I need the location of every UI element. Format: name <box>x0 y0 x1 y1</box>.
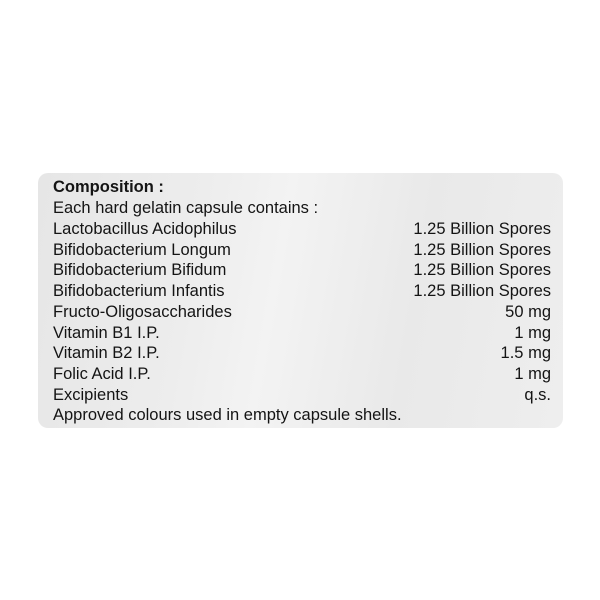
ingredient-amount: 1.25 Billion Spores <box>413 261 551 280</box>
ingredient-row: Vitamin B1 I.P. 1 mg <box>53 323 551 344</box>
ingredient-row: Excipients q.s. <box>53 385 551 406</box>
composition-footer: Approved colours used in empty capsule s… <box>53 406 402 424</box>
ingredient-row: Bifidobacterium Infantis 1.25 Billion Spo… <box>53 281 551 302</box>
ingredient-amount: 50 mg <box>505 302 551 321</box>
ingredient-row: Bifidobacterium Bifidum 1.25 Billion Spor… <box>53 260 551 281</box>
ingredient-amount: 1.5 mg <box>500 344 551 363</box>
ingredient-amount: 1.25 Billion Spores <box>413 220 551 238</box>
ingredient-amount: 1 mg <box>514 364 551 383</box>
ingredient-name: Vitamin B1 I.P. <box>53 323 160 342</box>
ingredient-amount: 1.25 Billion Spores <box>413 240 551 259</box>
ingredient-row: Folic Acid I.P. 1 mg <box>53 364 551 385</box>
composition-title: Composition : <box>53 178 164 196</box>
ingredient-name: Excipients <box>53 385 129 404</box>
ingredient-name: Lactobacillus Acidophilus <box>53 220 237 238</box>
ingredient-name: Bifidobacterium Bifidum <box>53 261 227 280</box>
ingredient-row: Fructo-Oligosaccharides 50 mg <box>53 302 551 323</box>
composition-label: Composition : Each hard gelatin capsule … <box>38 173 563 428</box>
composition-intro: Each hard gelatin capsule contains : <box>53 199 319 217</box>
ingredient-name: Vitamin B2 I.P. <box>53 344 160 363</box>
ingredient-name: Fructo-Oligosaccharides <box>53 302 232 321</box>
ingredient-name: Folic Acid I.P. <box>53 364 151 383</box>
ingredient-name: Bifidobacterium Longum <box>53 240 231 259</box>
ingredient-row: Bifidobacterium Longum 1.25 Billion Spore… <box>53 240 551 261</box>
ingredient-amount: 1.25 Billion Spores <box>413 282 551 301</box>
ingredient-amount: 1 mg <box>514 323 551 342</box>
ingredient-row: Lactobacillus Acidophilus 1.25 Billion Sp… <box>53 219 551 240</box>
ingredient-amount: q.s. <box>524 385 551 404</box>
ingredient-row: Vitamin B2 I.P. 1.5 mg <box>53 343 551 364</box>
ingredient-name: Bifidobacterium Infantis <box>53 282 225 301</box>
